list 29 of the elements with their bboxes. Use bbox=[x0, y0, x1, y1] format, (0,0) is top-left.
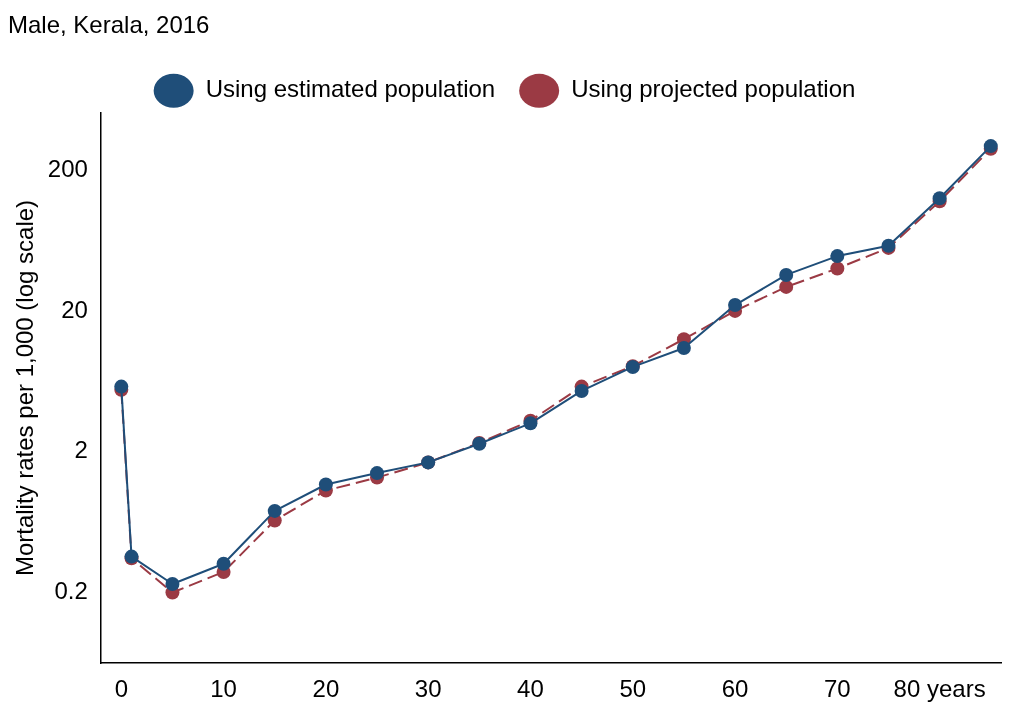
x-tick-label: 80 years bbox=[893, 675, 986, 703]
x-tick-label: 60 bbox=[721, 675, 749, 703]
point bbox=[574, 383, 589, 398]
y-tick-label: 2 bbox=[74, 436, 88, 464]
y-tick-label: 200 bbox=[47, 154, 88, 182]
chart-title: Male, Kerala, 2016 bbox=[8, 11, 210, 39]
x-tick-label: 10 bbox=[210, 675, 237, 703]
y-axis-title: Mortality rates per 1,000 (log scale) bbox=[11, 199, 39, 577]
x-tick-label: 50 bbox=[619, 675, 647, 703]
x-tick-label: 0 bbox=[114, 675, 128, 703]
y-tick-label: 20 bbox=[61, 295, 88, 323]
x-tick-label: 40 bbox=[517, 675, 544, 703]
point bbox=[830, 261, 845, 276]
point bbox=[728, 298, 743, 313]
x-tick-label: 70 bbox=[823, 675, 851, 703]
point bbox=[676, 341, 691, 356]
y-tick-label: 0.2 bbox=[54, 577, 88, 605]
point bbox=[165, 577, 180, 591]
point bbox=[216, 556, 231, 571]
x-tick-label: 20 bbox=[312, 675, 340, 703]
point bbox=[318, 477, 333, 492]
point bbox=[779, 279, 794, 294]
legend-label: Using projected population bbox=[571, 75, 856, 103]
point bbox=[370, 466, 385, 481]
legend-label: Using estimated population bbox=[205, 75, 496, 103]
x-tick-label: 30 bbox=[414, 675, 442, 703]
point bbox=[830, 249, 845, 264]
point bbox=[267, 503, 282, 518]
point bbox=[779, 267, 794, 282]
